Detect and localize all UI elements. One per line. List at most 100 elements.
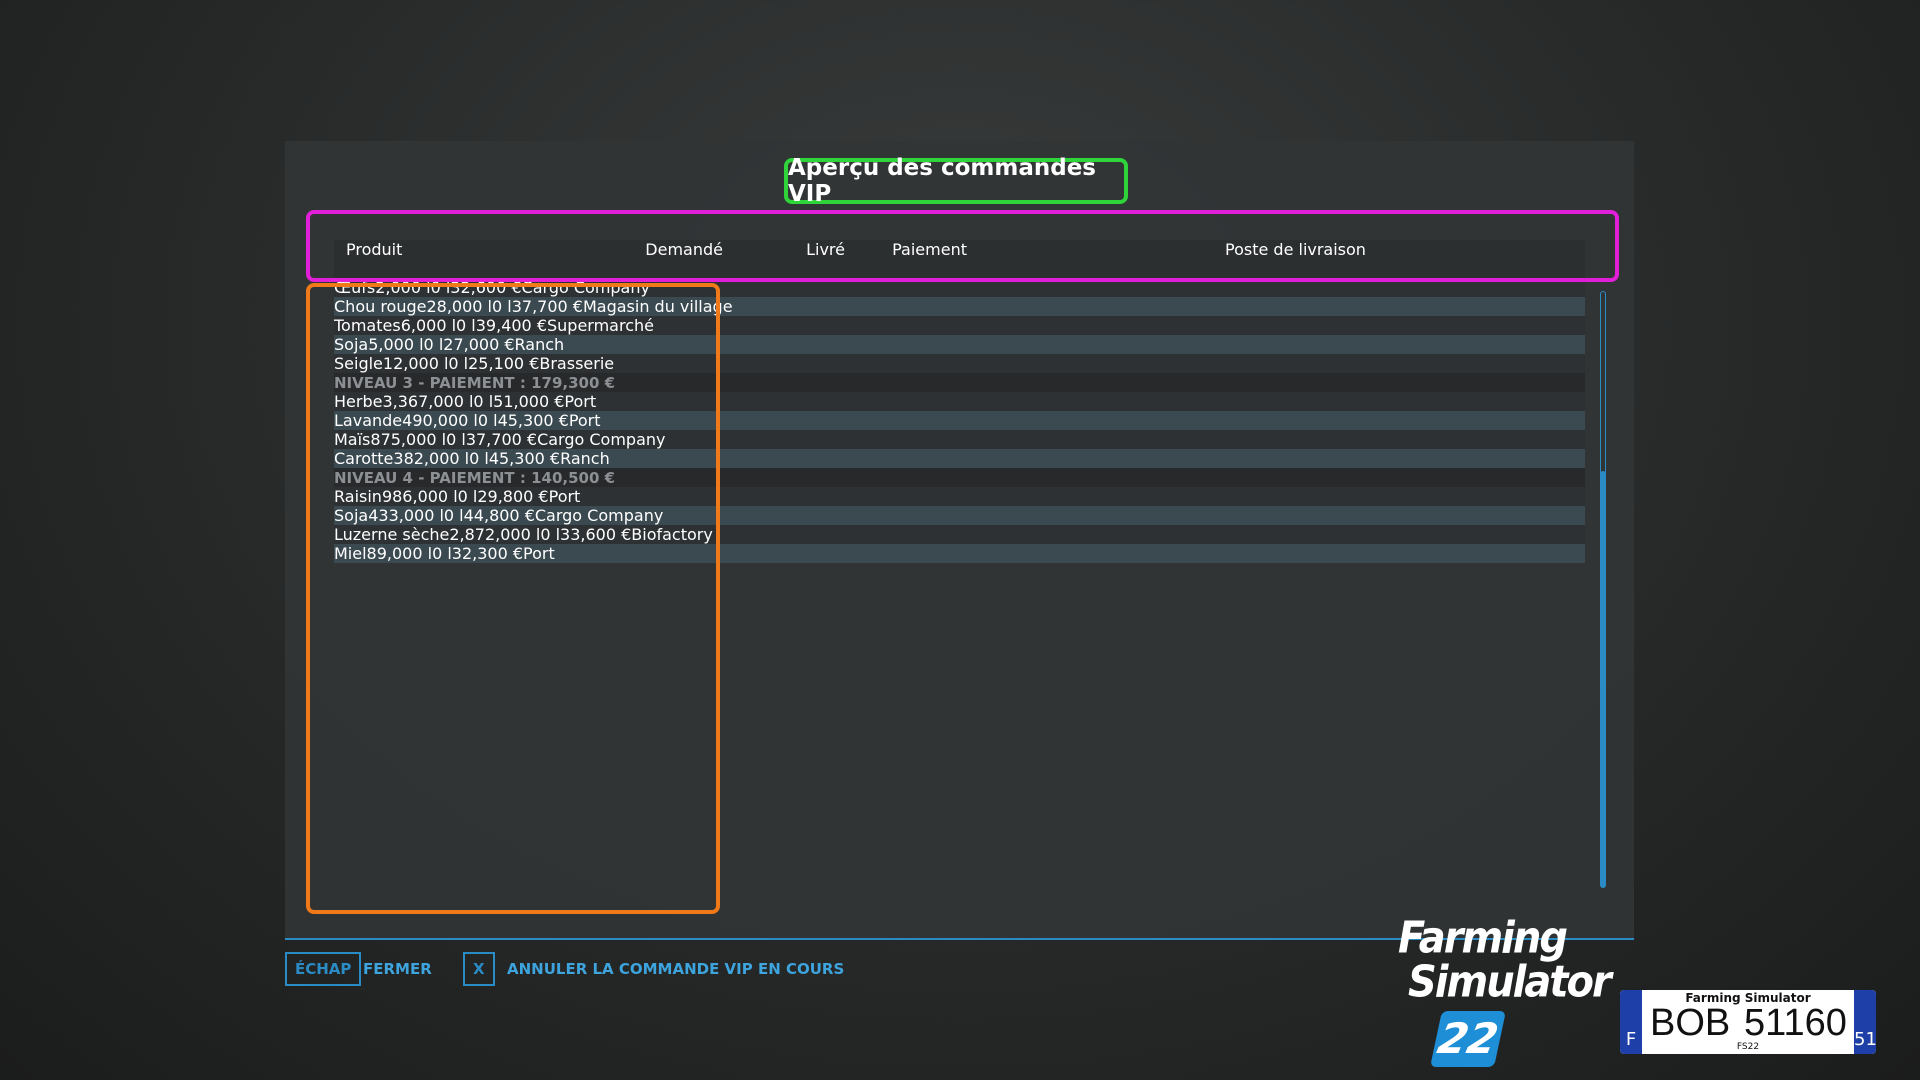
- button-label[interactable]: ANNULER LA COMMANDE VIP EN COURS: [507, 960, 845, 978]
- table-row[interactable]: Seigle12,000 l0 l25,100 €Brasserie: [334, 354, 1585, 373]
- delivered: 0 l: [492, 297, 512, 316]
- demanded: 89,000 l: [366, 544, 433, 563]
- logo-text: Farming: [1398, 912, 1568, 964]
- table-row[interactable]: Chou rouge28,000 l0 l37,700 €Magasin du …: [334, 297, 1585, 316]
- payment: 29,800 €: [477, 487, 549, 506]
- level-label: NIVEAU 3 - PAIEMENT : 179,300 €: [334, 374, 616, 392]
- table-row[interactable]: Maïs875,000 l0 l37,700 €Cargo Company: [334, 430, 1585, 449]
- product: Œufs: [334, 278, 376, 297]
- table-header: Produit Demandé Livré Paiement Poste de livr…: [334, 240, 1585, 278]
- payment: 25,100 €: [468, 354, 540, 373]
- product: Soja: [334, 506, 369, 525]
- demanded: 490,000 l: [402, 411, 478, 430]
- key-hint[interactable]: ÉCHAP: [285, 952, 362, 986]
- payment: 27,000 €: [443, 335, 515, 354]
- delivered: 0 l: [443, 506, 464, 525]
- station: Cargo Company: [534, 506, 664, 525]
- plate-country: F: [1620, 990, 1642, 1054]
- demanded: 12,000 l: [382, 354, 449, 373]
- level-row: NIVEAU 3 - PAIEMENT : 179,300 €: [334, 373, 1585, 392]
- demanded: 5,000 l: [368, 335, 424, 354]
- payment: 44,800 €: [463, 506, 535, 525]
- demanded: 382,000 l: [393, 449, 470, 468]
- demanded: 6,000 l: [400, 316, 457, 335]
- table-row[interactable]: Soja5,000 l0 l27,000 €Ranch: [334, 335, 1585, 354]
- highlight-box: [306, 283, 720, 914]
- product: Miel: [334, 544, 367, 563]
- payment: 37,700 €: [465, 430, 538, 449]
- demanded: 2,872,000 l: [449, 525, 541, 544]
- logo-text: Simulator: [1408, 956, 1612, 1008]
- demanded: 2,000 l: [375, 278, 431, 297]
- license-plate: F 51 Farming Simulator BOB 51160 FS22: [1620, 990, 1877, 1054]
- table-row[interactable]: Soja433,000 l0 l44,800 €Cargo Company: [334, 506, 1585, 525]
- delivered: 0 l: [423, 335, 444, 354]
- station: Cargo Company: [537, 430, 666, 449]
- demanded: 875,000 l: [370, 430, 447, 449]
- logo: Farming Simulator 22: [1380, 912, 1612, 1075]
- station: Ranch: [560, 449, 610, 468]
- plate-bottom: FS22: [1736, 1042, 1760, 1052]
- delivered: 0 l: [477, 411, 498, 430]
- station: Ranch: [514, 335, 565, 354]
- table-row[interactable]: Tomates6,000 l0 l39,400 €Supermarché: [334, 316, 1585, 335]
- table-row[interactable]: Raisin986,000 l0 l29,800 €Port: [334, 487, 1585, 506]
- plate-text: BOB: [1650, 1002, 1731, 1044]
- demanded: 28,000 l: [426, 297, 492, 316]
- payment: 32,600 €: [450, 278, 522, 297]
- station: Port: [564, 392, 597, 411]
- product: Lavande: [334, 411, 403, 430]
- product: Luzerne sèche: [334, 525, 450, 544]
- delivered: 0 l: [457, 487, 478, 506]
- payment: 33,600 €: [560, 525, 632, 544]
- table-row[interactable]: Lavande490,000 l0 l45,300 €Port: [334, 411, 1585, 430]
- delivered: 0 l: [446, 430, 466, 449]
- column-header: Produit: [346, 240, 403, 259]
- station: Brasserie: [539, 354, 615, 373]
- table-row[interactable]: Carotte382,000 l0 l45,300 €Ranch: [334, 449, 1585, 468]
- plate-top: Farming Simulator: [1685, 991, 1811, 1005]
- station: Port: [568, 411, 601, 430]
- delivered: 0 l: [432, 544, 452, 563]
- station: Biofactory: [631, 525, 713, 544]
- table-row[interactable]: Miel89,000 l0 l32,300 €Port: [334, 544, 1585, 563]
- product: Chou rouge: [334, 297, 427, 316]
- table-row[interactable]: Œufs2,000 l0 l32,600 €Cargo Company: [334, 278, 1585, 297]
- button-label[interactable]: FERMER: [363, 960, 432, 978]
- payment: 39,400 €: [475, 316, 547, 335]
- demanded: 433,000 l: [368, 506, 444, 525]
- delivered: 0 l: [540, 525, 561, 544]
- delivered: 0 l: [456, 316, 476, 335]
- product: Maïs: [334, 430, 371, 449]
- title: Aperçu des commandes VIP: [784, 155, 1128, 207]
- plate-region: 51: [1854, 990, 1877, 1054]
- logo-number: 22: [1430, 1011, 1506, 1067]
- table-row[interactable]: Herbe3,367,000 l0 l51,000 €Port: [334, 392, 1585, 411]
- payment: 32,300 €: [451, 544, 524, 563]
- column-header: Demandé: [645, 240, 723, 259]
- product: Soja: [334, 335, 369, 354]
- delivered: 0 l: [430, 278, 451, 297]
- demanded: 986,000 l: [381, 487, 458, 506]
- demanded: 3,367,000 l: [382, 392, 474, 411]
- divider: [285, 938, 1634, 940]
- column-header: Livré: [806, 240, 845, 259]
- level-label: NIVEAU 4 - PAIEMENT : 140,500 €: [334, 469, 616, 487]
- table-row[interactable]: Luzerne sèche2,872,000 l0 l33,600 €Biofa…: [334, 525, 1585, 544]
- station: Cargo Company: [521, 278, 650, 297]
- product: Raisin: [334, 487, 382, 506]
- station: Supermarché: [547, 316, 654, 335]
- station: Magasin du village: [582, 297, 733, 316]
- column-header: Poste de livraison: [1225, 240, 1366, 259]
- product: Herbe: [334, 392, 383, 411]
- key-hint[interactable]: X: [463, 952, 495, 986]
- payment: 45,300 €: [497, 411, 569, 430]
- plate-text: 51160: [1744, 1002, 1847, 1044]
- delivered: 0 l: [448, 354, 469, 373]
- scrollbar-thumb[interactable]: [1601, 471, 1605, 888]
- station: Port: [523, 544, 555, 563]
- product: Seigle: [334, 354, 383, 373]
- product: Carotte: [334, 449, 394, 468]
- payment: 37,700 €: [511, 297, 583, 316]
